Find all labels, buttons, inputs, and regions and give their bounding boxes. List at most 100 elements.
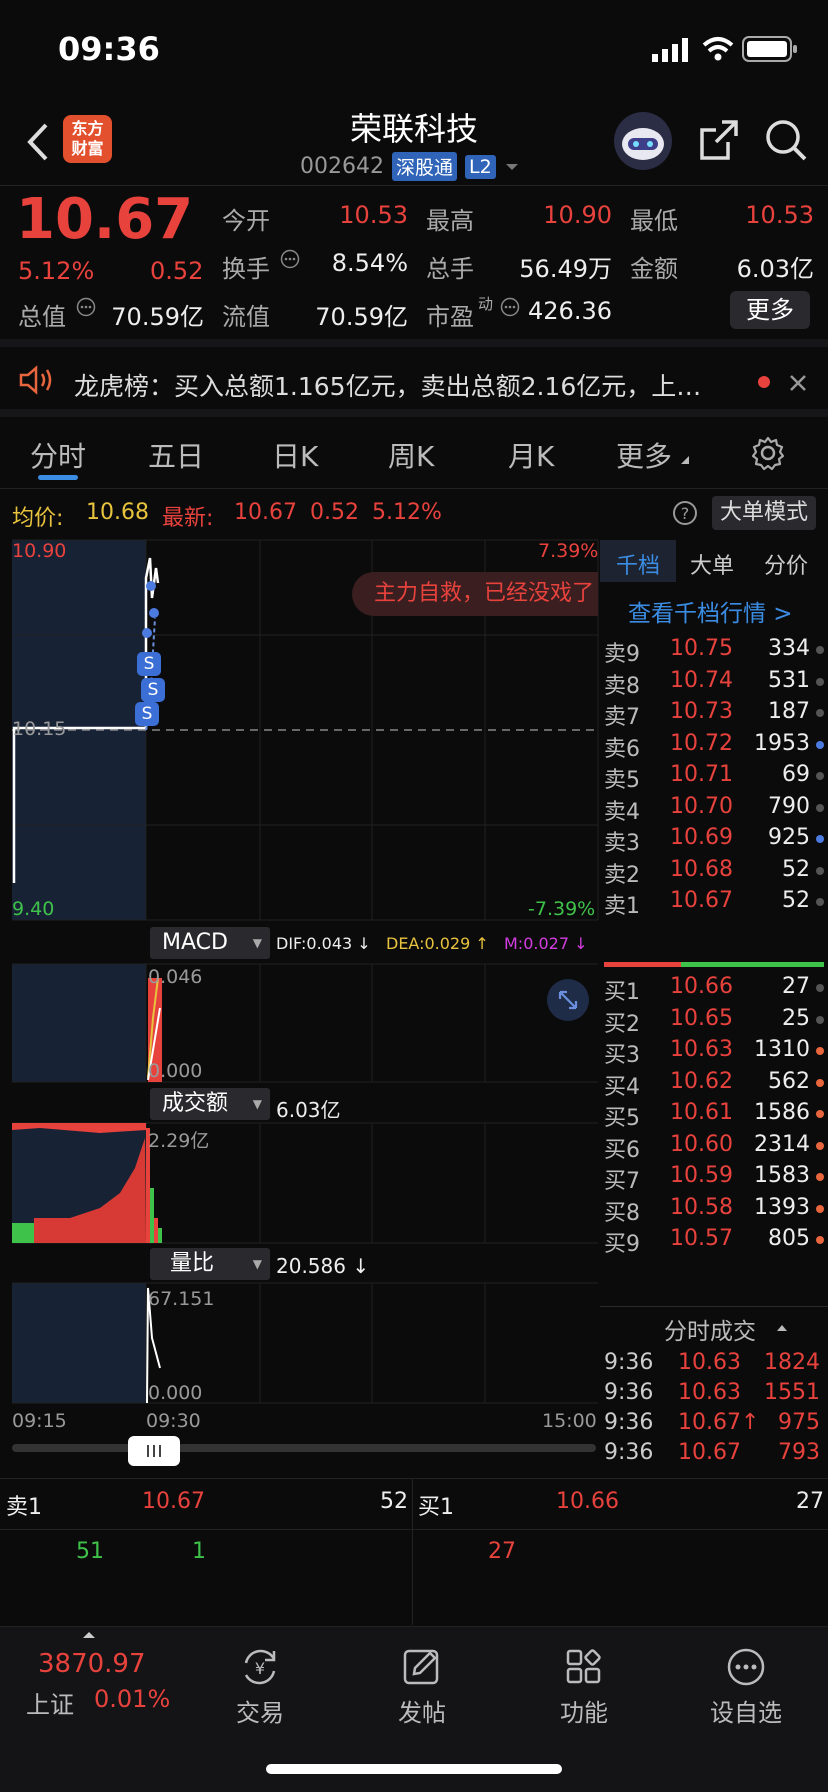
ask-price: 10.68 (670, 856, 733, 882)
book-tab-big-orders[interactable]: 大单 (690, 554, 735, 579)
ask-row[interactable]: 卖9 10.75 334 (600, 632, 828, 668)
back-icon[interactable] (26, 122, 50, 162)
ask-level: 卖8 (604, 673, 640, 699)
nav-functions-label: 功能 (560, 1699, 608, 1727)
index-value[interactable]: 3870.97 (38, 1649, 146, 1679)
change-pct: 5.12% (18, 257, 95, 285)
bid-price: 10.61 (670, 1100, 733, 1125)
home-indicator[interactable] (266, 1764, 562, 1774)
view-depth-link[interactable]: 查看千档行情 > (628, 601, 793, 627)
sell-marker[interactable]: S (137, 652, 161, 676)
volume-ratio-top: 67.151 (148, 1288, 215, 1310)
tab-monthly-k[interactable]: 月K (508, 440, 555, 473)
ask-price: 10.70 (670, 793, 733, 819)
ask-row[interactable]: 卖3 10.69 925 (600, 821, 828, 857)
bid-row[interactable]: 买2 10.65 25 (600, 1002, 828, 1038)
nav-post[interactable]: 发帖 (362, 1647, 482, 1728)
order-dot (816, 1110, 824, 1118)
price-line (12, 557, 160, 883)
tick-row[interactable]: 9:36 10.63 1551 (600, 1376, 828, 1412)
bid-level: 买9 (604, 1232, 640, 1257)
sell-marker[interactable]: S (135, 702, 159, 726)
amount-top: 2.29亿 (148, 1130, 210, 1152)
macd-selector[interactable]: MACD ▼ (150, 927, 270, 959)
open-value: 10.53 (339, 201, 408, 229)
dragon-tiger-notice[interactable]: 龙虎榜：买入总额1.165亿元，卖出总额2.16亿元，上… (0, 347, 828, 417)
tab-intraday[interactable]: 分时 (30, 440, 87, 473)
tick-row[interactable]: 9:36 10.67↑ 975 (600, 1406, 828, 1442)
stock-code-row[interactable]: 002642 深股通 L2 (300, 152, 520, 181)
bid-row[interactable]: 买8 10.58 1393 (600, 1191, 828, 1227)
info-dots-icon[interactable] (280, 249, 300, 269)
info-dots-icon[interactable] (76, 297, 96, 317)
book-tab-price-dist[interactable]: 分价 (764, 554, 809, 579)
app-logo: 东方 财富 (63, 115, 112, 163)
tab-more[interactable]: 更多 (616, 440, 673, 473)
bid-level: 买5 (604, 1106, 640, 1131)
order-dot (816, 803, 824, 812)
bid-price: 10.62 (670, 1068, 733, 1094)
expand-up-icon[interactable] (82, 1631, 96, 1639)
tab-five-day[interactable]: 五日 (148, 440, 205, 473)
tick-row[interactable]: 9:36 10.67 793 (600, 1436, 828, 1472)
market-cap-value: 70.59亿 (111, 303, 204, 331)
ask-level: 卖3 (604, 831, 640, 856)
nav-functions[interactable]: 功能 (524, 1647, 644, 1728)
big-order-mode-button[interactable]: 大单模式 (712, 496, 816, 530)
tab-weekly-k[interactable]: 周K (388, 440, 435, 473)
ask-row[interactable]: 卖1 10.67 52 (600, 884, 828, 920)
bid1-volume: 27 (796, 1489, 824, 1514)
amount-selector[interactable]: 成交额 ▼ (150, 1088, 270, 1120)
close-icon[interactable] (788, 373, 808, 393)
bid-row[interactable]: 买4 10.62 562 (600, 1065, 828, 1101)
more-button[interactable]: 更多 (730, 291, 810, 329)
ask1-volume: 52 (380, 1489, 408, 1514)
order-book-panel: 千档 大单 分价 查看千档行情 > 卖9 10.75 334 卖8 10.74 531 卖7… (600, 538, 828, 1478)
expand-icon[interactable] (546, 978, 590, 1022)
ask-row[interactable]: 卖8 10.74 531 (600, 664, 828, 700)
bid-volume: 27 (782, 974, 810, 999)
book-tab-depth[interactable]: 千档 (616, 554, 661, 579)
ask-price: 10.74 (670, 667, 733, 693)
buy-sell-ratio-bar (604, 962, 824, 967)
bid-row[interactable]: 买7 10.59 1583 (600, 1159, 828, 1195)
bid-price: 10.65 (670, 1005, 733, 1031)
tick-row[interactable]: 9:36 10.63 1824 (600, 1346, 828, 1382)
comment-banner[interactable]: 主力自救，已经没戏了 (352, 572, 598, 616)
robot-assistant-icon[interactable] (612, 110, 674, 172)
help-icon[interactable]: ? (672, 500, 698, 526)
tab-daily-k[interactable]: 日K (272, 440, 319, 473)
volume-ratio-selector[interactable]: 量比 ▼ (150, 1248, 270, 1280)
bid-row[interactable]: 买1 10.66 27 (600, 970, 828, 1006)
trade-icon: ¥ (244, 1649, 276, 1685)
ask-row[interactable]: 卖5 10.71 69 (600, 758, 828, 794)
bid-row[interactable]: 买6 10.60 2314 (600, 1128, 828, 1164)
bid-row[interactable]: 买9 10.57 805 (600, 1222, 828, 1258)
tick-price: 10.63 (678, 1380, 741, 1405)
sell-marker[interactable]: S (141, 678, 165, 702)
settings-gear-icon[interactable] (750, 435, 786, 471)
intraday-chart[interactable]: 10.90 10.15 9.40 7.39% -7.39% 主力自救，已经没戏了… (0, 538, 600, 1466)
ask-volume: 187 (768, 699, 810, 724)
ask-row[interactable]: 卖6 10.72 1953 (600, 727, 828, 763)
bid-row[interactable]: 买5 10.61 1586 (600, 1096, 828, 1132)
scroll-handle[interactable] (128, 1436, 180, 1466)
ask-queue-order: 1 (192, 1539, 206, 1564)
search-icon[interactable] (764, 118, 808, 162)
volume-label: 总手 (426, 255, 474, 283)
bid-row[interactable]: 买3 10.63 1310 (600, 1033, 828, 1069)
ask1-price: 10.67 (142, 1489, 205, 1514)
order-dot (816, 709, 824, 717)
nav-add-watchlist[interactable]: 设自选 (686, 1647, 806, 1728)
ask-row[interactable]: 卖4 10.70 790 (600, 790, 828, 826)
ask-row[interactable]: 卖7 10.73 187 (600, 695, 828, 731)
ticks-title[interactable]: 分时成交 (664, 1319, 756, 1345)
ask-level: 卖1 (604, 894, 640, 919)
battery-icon (742, 36, 797, 62)
info-dots-icon[interactable] (500, 297, 520, 317)
ask-row[interactable]: 卖2 10.68 52 (600, 853, 828, 889)
pe-label: 市盈 (426, 303, 474, 331)
svg-text:?: ? (681, 504, 690, 523)
nav-trade[interactable]: ¥ 交易 (200, 1647, 320, 1728)
share-icon[interactable] (698, 118, 740, 162)
